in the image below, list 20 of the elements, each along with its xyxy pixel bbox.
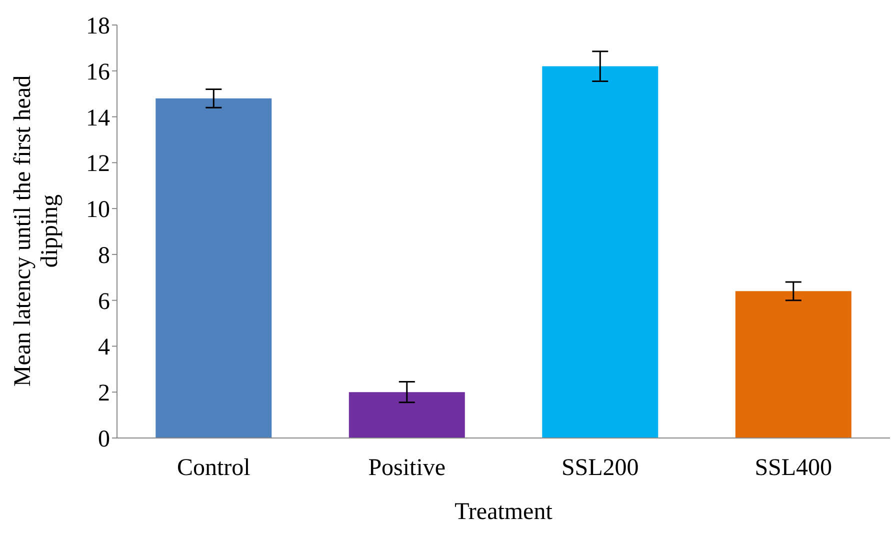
y-tick-label: 18 bbox=[86, 14, 110, 40]
y-tick-label: 8 bbox=[98, 242, 110, 269]
x-tick-label: Control bbox=[176, 455, 251, 482]
y-tick-label: 4 bbox=[98, 334, 110, 361]
y-tick-label: 6 bbox=[98, 288, 110, 315]
y-tick-label: 16 bbox=[86, 59, 110, 86]
bar bbox=[542, 66, 658, 438]
x-axis-title: Treatment bbox=[454, 499, 553, 525]
y-axis-title: Mean latency until the first head dipping bbox=[10, 75, 63, 387]
y-tick-label: 12 bbox=[86, 151, 110, 178]
y-tick-label: 0 bbox=[98, 426, 110, 453]
x-tick-label: SSL400 bbox=[754, 455, 832, 482]
bar bbox=[348, 392, 465, 438]
y-tick-label: 10 bbox=[86, 197, 110, 224]
x-tick-label: Positive bbox=[368, 455, 446, 482]
y-tick-label: 14 bbox=[86, 105, 110, 132]
bar bbox=[156, 98, 272, 438]
x-tick-label: SSL200 bbox=[561, 455, 639, 482]
bar bbox=[735, 291, 852, 438]
y-tick-label: 2 bbox=[98, 380, 110, 407]
